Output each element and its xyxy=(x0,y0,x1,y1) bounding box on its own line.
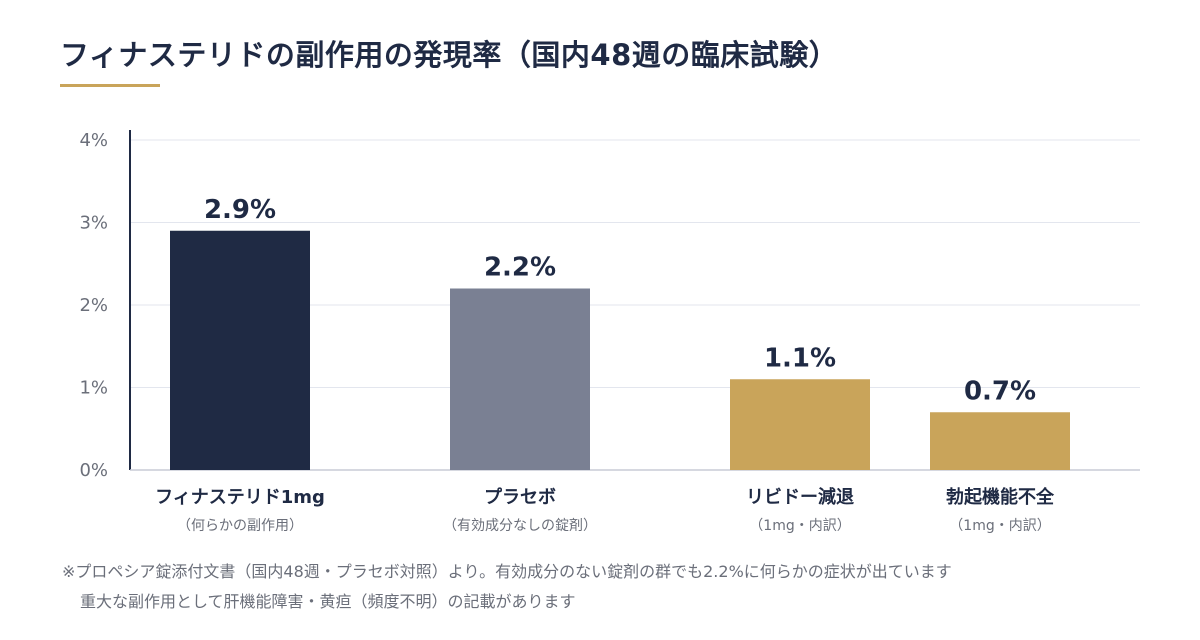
bar xyxy=(450,288,590,470)
data-label: 2.9% xyxy=(204,195,276,225)
x-tick-sublabel: （1mg・内訳） xyxy=(749,518,850,534)
x-tick-sublabel: （有効成分なしの錠剤） xyxy=(443,518,597,534)
footnote-2: 重大な副作用として肝機能障害・黄疸（頻度不明）の記載があります xyxy=(80,592,576,611)
data-label: 1.1% xyxy=(764,343,836,373)
labels: 2.9% フィナステリド1mg （何らかの副作用） 2.2% プラセボ （有効成分なしの錠… xyxy=(155,195,1055,534)
page-title: フィナステリドの副作用の発現率（国内48週の臨床試験） xyxy=(60,38,839,72)
data-label: 0.7% xyxy=(964,376,1036,406)
y-tick-label: 2% xyxy=(79,295,108,316)
x-tick-label: フィナステリド1mg xyxy=(155,487,325,508)
y-tick-label: 3% xyxy=(79,213,108,234)
y-tick-label: 0% xyxy=(79,460,108,481)
bar xyxy=(170,230,310,470)
title-underline xyxy=(60,84,160,87)
bar xyxy=(930,412,1070,470)
footnote-1: ※プロペシア錠添付文書（国内48週・プラセボ対照）より。有効成分のない錠剤の群で… xyxy=(62,562,952,581)
y-tick-label: 4% xyxy=(79,130,108,151)
bar xyxy=(730,379,870,470)
x-tick-label: 勃起機能不全 xyxy=(946,486,1055,508)
x-tick-label: リビドー減退 xyxy=(746,486,854,508)
data-label: 2.2% xyxy=(484,253,556,283)
x-tick-sublabel: （1mg・内訳） xyxy=(949,518,1050,534)
y-tick-label: 1% xyxy=(79,378,108,399)
x-tick-label: プラセボ xyxy=(484,486,556,508)
bars xyxy=(170,230,1070,470)
x-tick-sublabel: （何らかの副作用） xyxy=(177,518,303,534)
